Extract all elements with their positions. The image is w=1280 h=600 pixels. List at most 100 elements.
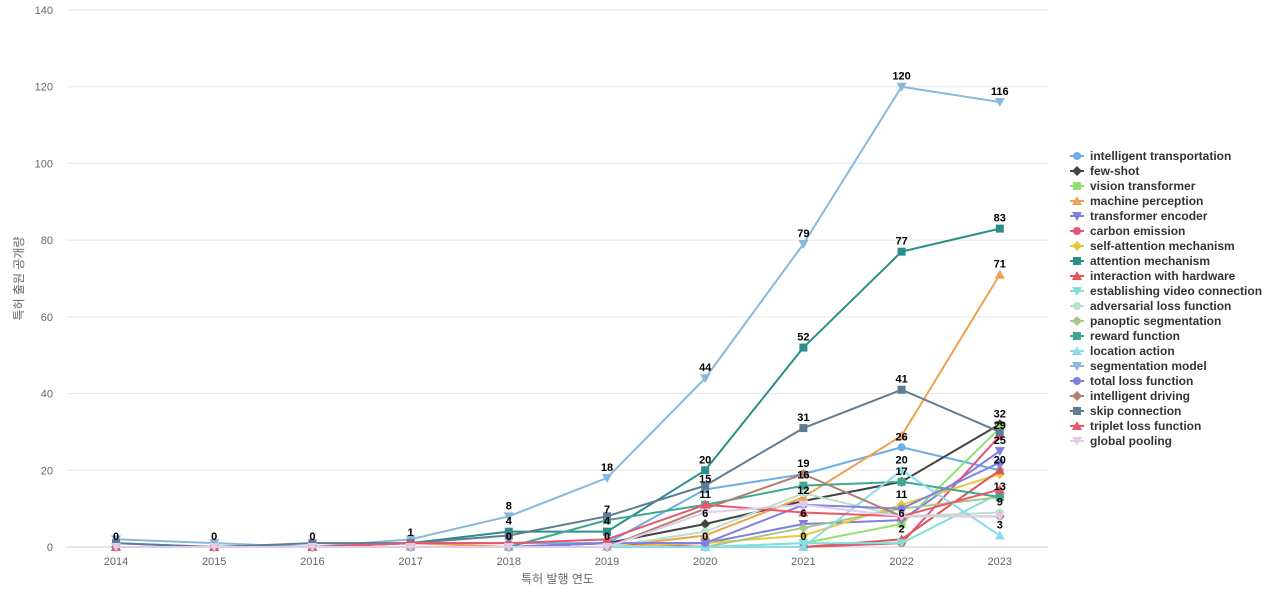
data-label: 116	[991, 86, 1009, 98]
data-label: 71	[994, 259, 1006, 271]
data-label: 120	[892, 71, 910, 83]
data-point	[798, 530, 809, 541]
legend-label: segmentation model	[1090, 359, 1207, 373]
legend-item[interactable]: establishing video connection	[1070, 284, 1262, 298]
x-tick-label: 2023	[988, 556, 1012, 568]
legend-item[interactable]: reward function	[1070, 329, 1180, 343]
legend-item[interactable]: carbon emission	[1070, 224, 1185, 238]
data-point	[700, 518, 711, 529]
legend-swatch-marker	[1072, 212, 1082, 221]
data-label: 77	[895, 236, 907, 248]
legend-item[interactable]: panoptic segmentation	[1070, 314, 1221, 328]
data-label: 44	[699, 362, 712, 374]
legend-item[interactable]: global pooling	[1070, 434, 1172, 448]
series-intelligent-driving	[111, 469, 1005, 552]
data-label: 3	[997, 519, 1003, 531]
legend-item[interactable]: intelligent transportation	[1070, 149, 1231, 163]
series-line	[116, 473, 1000, 548]
legend-item[interactable]: attention mechanism	[1070, 254, 1210, 268]
legend: intelligent transportationfew-shotvision…	[1070, 149, 1262, 448]
legend-swatch-marker	[1072, 271, 1082, 280]
legend-item[interactable]: total loss function	[1070, 374, 1193, 388]
series-total-loss-function	[112, 458, 1004, 551]
legend-swatch-marker	[1073, 332, 1081, 340]
data-label: 9	[997, 496, 1003, 508]
data-label: 52	[797, 332, 809, 344]
data-point	[897, 385, 906, 394]
data-label: 0	[309, 531, 315, 543]
series-lines	[111, 82, 1005, 552]
legend-item[interactable]: location action	[1070, 344, 1175, 358]
legend-swatch-marker	[1073, 182, 1081, 190]
series-line	[115, 388, 1001, 548]
legend-item[interactable]: machine perception	[1070, 194, 1203, 208]
data-point	[896, 465, 907, 475]
data-label: 18	[601, 462, 613, 474]
legend-label: total loss function	[1090, 374, 1193, 388]
data-point	[602, 534, 612, 544]
data-point	[799, 481, 808, 490]
data-label: 11	[699, 489, 711, 501]
legend-label: establishing video connection	[1090, 284, 1262, 298]
data-label: 4	[604, 516, 611, 528]
y-tick-label: 0	[47, 542, 53, 554]
legend-item[interactable]: adversarial loss function	[1070, 299, 1231, 313]
data-point	[700, 499, 711, 509]
legend-item[interactable]: segmentation model	[1070, 359, 1207, 373]
data-label: 0	[604, 531, 610, 543]
legend-swatch-marker	[1073, 377, 1081, 385]
legend-swatch-marker	[1073, 257, 1081, 265]
legend-label: interaction with hardware	[1090, 269, 1236, 283]
data-point	[602, 473, 612, 483]
legend-swatch-marker	[1072, 241, 1082, 251]
legend-item[interactable]: few-shot	[1070, 164, 1139, 178]
legend-swatch-marker	[1072, 391, 1082, 401]
legend-label: vision transformer	[1090, 179, 1196, 193]
data-point	[701, 481, 710, 490]
data-label: 19	[797, 458, 809, 470]
legend-item[interactable]: transformer encoder	[1070, 209, 1208, 223]
axes: 특허 발행 연도 특허 출원 공개량 020406080100120140201…	[12, 5, 1012, 586]
data-point	[994, 447, 1005, 457]
data-point	[994, 465, 1005, 475]
legend-item[interactable]: vision transformer	[1070, 179, 1196, 193]
y-tick-label: 20	[41, 465, 53, 477]
y-tick-label: 80	[41, 235, 53, 247]
legend-item[interactable]: triplet loss function	[1070, 419, 1201, 433]
data-point	[798, 507, 809, 517]
data-point	[798, 500, 809, 510]
x-tick-label: 2021	[791, 556, 815, 568]
legend-label: adversarial loss function	[1090, 299, 1231, 313]
data-label: 79	[797, 228, 809, 240]
series-line	[116, 274, 1001, 548]
data-point	[504, 531, 513, 540]
legend-item[interactable]: intelligent driving	[1070, 389, 1190, 403]
legend-swatch-marker	[1072, 287, 1082, 296]
data-point	[896, 82, 907, 92]
data-point	[503, 543, 514, 552]
data-point	[603, 527, 611, 536]
legend-item[interactable]: interaction with hardware	[1070, 269, 1236, 283]
data-point	[700, 508, 711, 518]
data-point	[798, 469, 809, 480]
data-point	[994, 512, 1005, 522]
data-point	[995, 493, 1004, 502]
data-point	[995, 458, 1004, 467]
data-label: 8	[506, 500, 512, 512]
legend-label: skip connection	[1090, 404, 1181, 418]
legend-item[interactable]: self-attention mechanism	[1070, 239, 1235, 253]
legend-swatch-marker	[1073, 152, 1081, 160]
x-tick-label: 2015	[202, 556, 226, 568]
data-point	[701, 527, 710, 536]
data-label: 16	[797, 470, 809, 482]
data-point	[896, 539, 907, 549]
legend-item[interactable]: skip connection	[1070, 404, 1181, 418]
data-label: 0	[211, 531, 217, 543]
y-tick-label: 140	[35, 5, 53, 17]
data-label: 6	[800, 508, 806, 520]
data-point	[994, 484, 1005, 494]
series-line	[116, 503, 1000, 548]
data-point	[897, 443, 906, 452]
y-tick-label: 60	[41, 312, 53, 324]
